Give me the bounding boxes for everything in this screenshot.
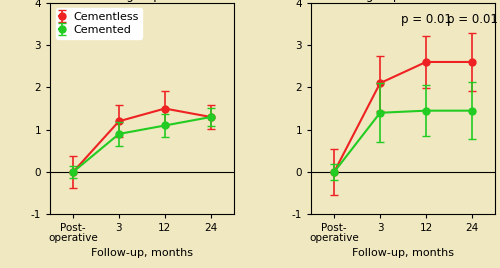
Text: p = 0.01: p = 0.01 — [400, 13, 452, 26]
X-axis label: Follow-up, months: Follow-up, months — [91, 248, 193, 258]
Text: p = 0.01: p = 0.01 — [446, 13, 498, 26]
X-axis label: Follow-up, months: Follow-up, months — [352, 248, 454, 258]
Text: Mean MTPM (mm) with 95% CI in
low BMD group: Mean MTPM (mm) with 95% CI in low BMD gr… — [311, 0, 500, 2]
Legend: Cementless, Cemented: Cementless, Cemented — [56, 8, 142, 39]
Text: Mean MTPM (mm) with 95% CI in
normal BMD group: Mean MTPM (mm) with 95% CI in normal BMD… — [50, 0, 245, 2]
